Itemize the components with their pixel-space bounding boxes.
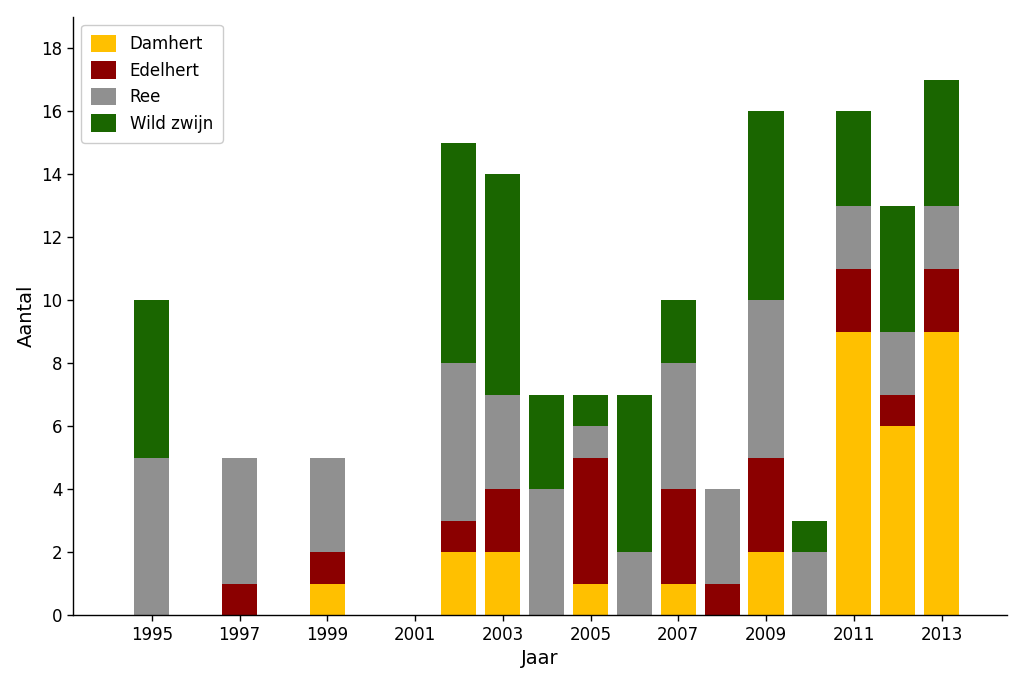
Bar — [705, 584, 739, 615]
Bar — [660, 363, 696, 489]
Bar — [310, 552, 345, 584]
Bar — [573, 458, 608, 584]
Bar — [705, 489, 739, 584]
Bar — [660, 584, 696, 615]
X-axis label: Jaar: Jaar — [521, 649, 559, 669]
Bar — [441, 142, 476, 363]
Bar — [880, 206, 915, 332]
Bar — [134, 458, 169, 615]
Bar — [793, 521, 827, 552]
Bar — [222, 458, 257, 584]
Legend: Damhert, Edelhert, Ree, Wild zwijn: Damhert, Edelhert, Ree, Wild zwijn — [81, 25, 223, 142]
Bar — [837, 269, 871, 332]
Bar — [924, 332, 959, 615]
Bar — [749, 552, 783, 615]
Bar — [485, 395, 520, 489]
Bar — [837, 206, 871, 269]
Bar — [616, 395, 652, 552]
Bar — [485, 489, 520, 552]
Bar — [222, 584, 257, 615]
Bar — [793, 552, 827, 615]
Bar — [310, 458, 345, 552]
Bar — [880, 426, 915, 615]
Bar — [660, 489, 696, 584]
Bar — [529, 395, 564, 489]
Bar — [749, 458, 783, 552]
Bar — [924, 269, 959, 332]
Bar — [441, 552, 476, 615]
Bar — [310, 584, 345, 615]
Bar — [573, 395, 608, 426]
Bar — [880, 332, 915, 395]
Bar — [880, 395, 915, 426]
Bar — [616, 552, 652, 615]
Bar — [660, 300, 696, 363]
Bar — [529, 489, 564, 615]
Bar — [573, 584, 608, 615]
Bar — [924, 79, 959, 206]
Bar — [441, 521, 476, 552]
Bar — [837, 111, 871, 206]
Bar — [924, 206, 959, 269]
Bar — [485, 552, 520, 615]
Bar — [749, 111, 783, 300]
Bar — [485, 174, 520, 395]
Bar — [749, 300, 783, 458]
Bar — [837, 332, 871, 615]
Bar — [441, 363, 476, 521]
Bar — [573, 426, 608, 458]
Bar — [134, 300, 169, 458]
Y-axis label: Aantal: Aantal — [16, 285, 36, 347]
